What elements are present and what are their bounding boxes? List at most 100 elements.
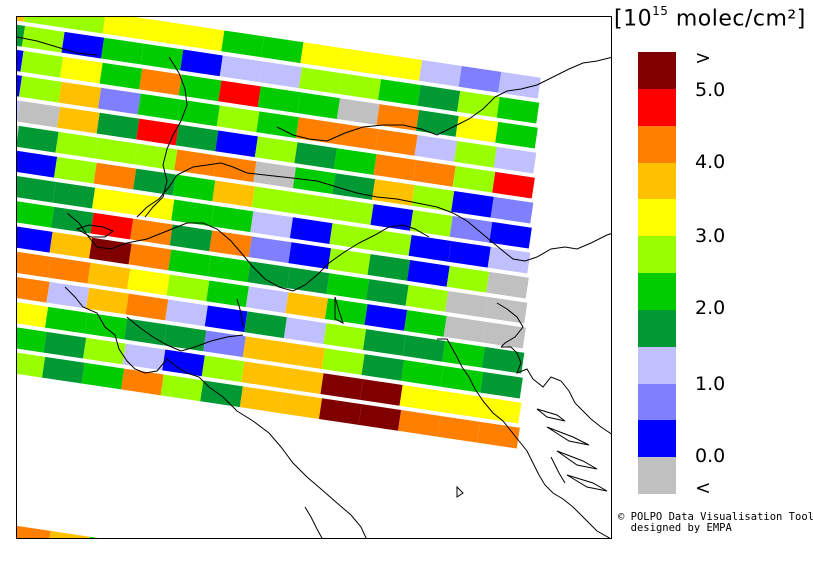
swath-pixel	[134, 143, 178, 171]
swath-row	[17, 95, 535, 199]
swath-row	[17, 45, 538, 149]
swath-pixel	[83, 337, 126, 365]
swath-pixel	[448, 240, 491, 268]
swath-pixel	[168, 249, 211, 277]
swath-pixel	[221, 30, 264, 58]
swath-pixel	[333, 148, 377, 175]
swath-pixel	[55, 131, 99, 159]
swath-pixel	[212, 180, 255, 208]
swath-row	[17, 175, 531, 274]
swath-pixel	[480, 371, 523, 399]
island-4	[566, 474, 608, 492]
swath-pixel	[178, 74, 222, 102]
swath-pixel	[373, 154, 417, 181]
swath-pixel	[42, 356, 85, 384]
swath-pixel	[495, 121, 538, 149]
colorbar-swatch	[638, 420, 676, 458]
colorbar-unit-title: [1015 molec/cm²]	[614, 4, 806, 32]
swath-pixel	[294, 142, 338, 169]
swath-pixel	[477, 421, 520, 449]
swath-pixel	[398, 410, 441, 437]
colorbar-label: 2.0	[695, 297, 726, 319]
swath-row	[17, 17, 541, 99]
colorbar-label: 3.0	[695, 225, 726, 247]
swath-pixel	[445, 290, 488, 318]
swath-pixel	[372, 179, 415, 206]
swath-pixel	[84, 312, 128, 340]
swath-pixel	[125, 293, 169, 321]
swath-pixel	[98, 87, 141, 115]
swath-pixel	[17, 300, 49, 328]
swath-pixel	[215, 130, 258, 158]
swath-pixel	[286, 267, 330, 294]
swath-pixel	[489, 221, 532, 249]
swath-pixel	[484, 296, 528, 324]
map-canvas	[17, 17, 611, 538]
swath-pixel	[17, 100, 61, 128]
swath-pixel	[457, 90, 500, 118]
swath-pixel	[256, 111, 299, 139]
swath-pixel	[210, 205, 254, 233]
swath-pixel	[379, 54, 423, 81]
colorbar-swatch	[638, 125, 676, 163]
swiss-border	[96, 222, 430, 292]
swath-pixel	[239, 386, 283, 414]
swath-pixel	[95, 137, 138, 165]
swath-pixel	[289, 217, 333, 244]
swath-row	[17, 70, 537, 174]
colorbar-label: <	[695, 477, 711, 499]
swiss-north-border	[136, 162, 318, 218]
swath-pixel	[439, 390, 482, 418]
swath-pixel	[250, 211, 293, 239]
swath-pixel	[335, 123, 379, 150]
swath-pixel	[166, 274, 210, 302]
swath-pixel	[244, 311, 287, 339]
swath-pixel	[363, 329, 406, 356]
swath-pixel	[17, 175, 56, 203]
swath-pixel	[174, 149, 217, 177]
austria-border	[316, 180, 611, 262]
swath-pixel	[17, 225, 53, 253]
swath-row	[17, 225, 528, 324]
swath-pixel	[358, 404, 402, 431]
swath-pixel	[452, 165, 496, 193]
rhine-border	[144, 56, 188, 218]
swath-pixel	[449, 215, 493, 243]
swath-pixel	[206, 280, 249, 308]
north-coast	[17, 36, 98, 56]
swath-pixel	[48, 256, 91, 284]
swath-pixel	[498, 71, 541, 99]
swath-pixel	[399, 385, 443, 412]
swath-pixel	[213, 155, 257, 183]
swath-pixel	[165, 299, 208, 327]
swath-pixel	[366, 279, 409, 306]
colorbar-label: 5.0	[695, 79, 726, 101]
swath-pixel	[128, 243, 172, 271]
swath-row-partial	[17, 525, 130, 538]
swath-pixel	[259, 61, 302, 89]
colorbar-swatch	[638, 309, 676, 348]
swath-pixel	[361, 354, 405, 381]
swath-row	[17, 350, 520, 449]
colorbar-label: 1.0	[695, 373, 726, 395]
swath-pixel	[254, 136, 298, 164]
colorbar-label: 0.0	[695, 445, 726, 467]
swath-pixel	[404, 310, 447, 337]
swath-pixel	[442, 340, 485, 368]
ligurian-coast	[166, 358, 367, 538]
swath-pixel	[139, 68, 182, 96]
swath-pixel	[407, 260, 450, 287]
lake-geneva	[75, 224, 115, 238]
swath-pixel	[321, 348, 365, 375]
swath-pixel	[93, 162, 137, 190]
swath-pixel	[413, 160, 456, 187]
swath-pixel	[376, 104, 420, 131]
swath-row	[17, 275, 525, 374]
swath-pixel	[133, 168, 176, 196]
swath-pixel	[219, 55, 263, 83]
swath-pixel	[218, 80, 261, 108]
france-italy-border	[64, 286, 168, 374]
swath-pixel	[282, 342, 326, 369]
swath-pixel	[201, 355, 245, 383]
swath-pixel	[298, 67, 342, 94]
